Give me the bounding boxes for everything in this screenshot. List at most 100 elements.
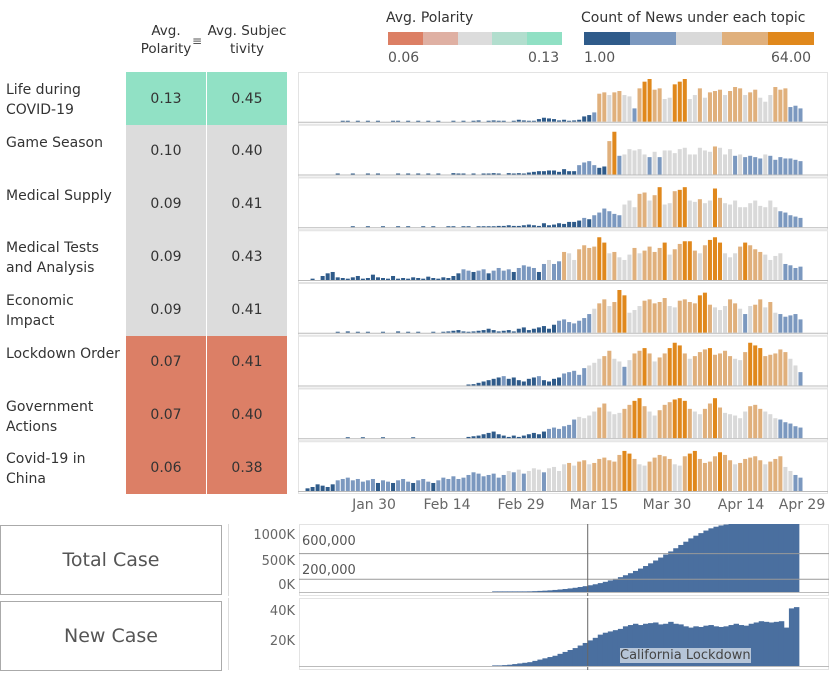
- news-count-bar[interactable]: [481, 434, 486, 439]
- case-bar[interactable]: [497, 591, 503, 592]
- news-count-bar[interactable]: [717, 89, 723, 122]
- news-count-bar[interactable]: [768, 259, 773, 280]
- news-count-bar[interactable]: [697, 352, 702, 386]
- news-count-bar[interactable]: [627, 404, 632, 439]
- news-count-bar[interactable]: [506, 225, 511, 228]
- news-count-bar[interactable]: [375, 120, 380, 122]
- news-count-bar[interactable]: [612, 461, 617, 491]
- news-count-bar[interactable]: [355, 275, 360, 280]
- case-bar[interactable]: [572, 587, 579, 592]
- news-count-bar[interactable]: [531, 377, 536, 386]
- case-bar[interactable]: [783, 524, 790, 592]
- case-bar[interactable]: [522, 662, 528, 666]
- news-count-bar[interactable]: [687, 358, 692, 386]
- news-count-bar[interactable]: [657, 187, 662, 228]
- news-count-bar[interactable]: [637, 398, 642, 439]
- news-count-bar[interactable]: [743, 242, 748, 280]
- news-count-bar[interactable]: [315, 484, 320, 491]
- news-count-bar[interactable]: [707, 304, 712, 333]
- news-count-bar[interactable]: [536, 271, 541, 280]
- news-count-bar[interactable]: [783, 88, 788, 122]
- news-count-bar[interactable]: [788, 315, 793, 333]
- news-count-bar[interactable]: [728, 257, 733, 280]
- news-count-bar[interactable]: [481, 226, 486, 228]
- news-count-bar[interactable]: [662, 150, 667, 175]
- news-count-bar[interactable]: [491, 173, 496, 175]
- case-bar[interactable]: [517, 591, 523, 592]
- news-count-bar[interactable]: [577, 220, 582, 228]
- news-count-bar[interactable]: [612, 302, 617, 333]
- news-count-bar[interactable]: [345, 278, 350, 280]
- news-count-bar[interactable]: [597, 93, 602, 122]
- news-count-bar[interactable]: [682, 400, 687, 439]
- news-count-bar[interactable]: [345, 331, 350, 333]
- news-count-bar[interactable]: [486, 380, 491, 386]
- case-bar[interactable]: [532, 591, 538, 592]
- news-count-bar[interactable]: [557, 261, 562, 280]
- news-count-bar[interactable]: [345, 120, 350, 122]
- news-count-bar[interactable]: [778, 349, 783, 386]
- case-bar[interactable]: [542, 658, 548, 666]
- news-count-bar[interactable]: [411, 437, 416, 439]
- news-count-bar[interactable]: [501, 120, 506, 122]
- news-count-bar[interactable]: [471, 173, 476, 175]
- news-count-bar[interactable]: [617, 454, 622, 491]
- news-count-bar[interactable]: [572, 419, 577, 439]
- news-count-bar[interactable]: [350, 226, 355, 228]
- case-bar[interactable]: [597, 634, 604, 666]
- news-count-bar[interactable]: [516, 380, 521, 386]
- news-count-bar[interactable]: [642, 192, 647, 228]
- news-count-bar[interactable]: [391, 482, 396, 491]
- news-count-bar[interactable]: [471, 120, 476, 122]
- news-count-bar[interactable]: [567, 120, 572, 122]
- case-bar[interactable]: [793, 607, 800, 666]
- news-count-bar[interactable]: [365, 120, 370, 122]
- case-bar[interactable]: [648, 623, 654, 666]
- case-bar[interactable]: [492, 665, 498, 666]
- news-count-bar[interactable]: [577, 416, 582, 439]
- news-count-bar[interactable]: [481, 381, 486, 386]
- news-count-bar[interactable]: [773, 458, 778, 491]
- news-count-bar[interactable]: [582, 318, 587, 333]
- news-count-bar[interactable]: [798, 266, 803, 280]
- news-count-bar[interactable]: [506, 330, 511, 333]
- news-count-bar[interactable]: [546, 428, 551, 439]
- news-count-bar[interactable]: [738, 308, 743, 333]
- news-count-bar[interactable]: [627, 312, 632, 333]
- news-count-bar[interactable]: [406, 278, 411, 280]
- news-count-bar[interactable]: [717, 310, 723, 333]
- news-count-bar[interactable]: [526, 224, 531, 228]
- news-count-bar[interactable]: [622, 154, 627, 175]
- case-bar[interactable]: [537, 659, 543, 666]
- news-count-bar[interactable]: [692, 411, 697, 439]
- news-count-bar[interactable]: [310, 486, 315, 491]
- case-bar[interactable]: [572, 648, 579, 666]
- news-count-bar[interactable]: [355, 331, 360, 333]
- news-count-bar[interactable]: [637, 149, 642, 175]
- news-count-bar[interactable]: [738, 88, 743, 122]
- news-count-bar[interactable]: [798, 108, 803, 122]
- news-count-bar[interactable]: [531, 432, 536, 439]
- news-count-bar[interactable]: [793, 365, 798, 386]
- news-count-bar[interactable]: [702, 203, 707, 228]
- news-count-bar[interactable]: [768, 95, 773, 122]
- topic-label[interactable]: Government Actions: [6, 398, 94, 435]
- case-bar[interactable]: [602, 581, 609, 592]
- case-bar[interactable]: [577, 587, 584, 592]
- news-count-bar[interactable]: [617, 290, 622, 333]
- news-count-bar[interactable]: [406, 331, 411, 333]
- news-count-bar[interactable]: [546, 381, 551, 386]
- news-count-bar[interactable]: [496, 377, 501, 386]
- news-count-bar[interactable]: [562, 319, 567, 333]
- news-count-bar[interactable]: [607, 460, 612, 491]
- case-bar[interactable]: [517, 663, 523, 666]
- news-count-bar[interactable]: [692, 303, 697, 333]
- news-count-bar[interactable]: [748, 203, 753, 228]
- news-count-bar[interactable]: [712, 354, 717, 386]
- news-count-bar[interactable]: [436, 120, 441, 122]
- news-count-bar[interactable]: [687, 302, 692, 333]
- news-count-bar[interactable]: [763, 154, 768, 175]
- news-count-bar[interactable]: [592, 411, 597, 439]
- case-bar[interactable]: [678, 544, 684, 592]
- news-count-bar[interactable]: [702, 292, 707, 333]
